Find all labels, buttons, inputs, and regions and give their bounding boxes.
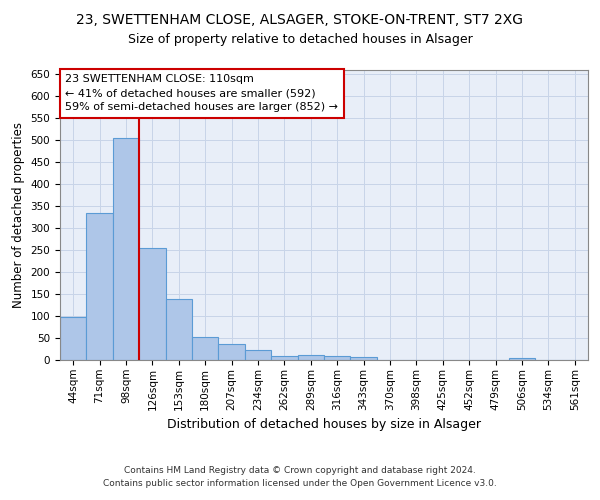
Bar bbox=[350, 357, 377, 360]
Bar bbox=[245, 350, 271, 360]
Bar bbox=[324, 356, 350, 360]
Bar bbox=[86, 213, 113, 360]
Bar bbox=[139, 248, 166, 360]
Text: 23 SWETTENHAM CLOSE: 110sqm
← 41% of detached houses are smaller (592)
59% of se: 23 SWETTENHAM CLOSE: 110sqm ← 41% of det… bbox=[65, 74, 338, 112]
X-axis label: Distribution of detached houses by size in Alsager: Distribution of detached houses by size … bbox=[167, 418, 481, 431]
Bar bbox=[218, 344, 245, 360]
Text: Size of property relative to detached houses in Alsager: Size of property relative to detached ho… bbox=[128, 32, 472, 46]
Text: Contains HM Land Registry data © Crown copyright and database right 2024.
Contai: Contains HM Land Registry data © Crown c… bbox=[103, 466, 497, 487]
Bar bbox=[192, 336, 218, 360]
Bar bbox=[166, 300, 192, 360]
Bar bbox=[60, 317, 86, 360]
Text: 23, SWETTENHAM CLOSE, ALSAGER, STOKE-ON-TRENT, ST7 2XG: 23, SWETTENHAM CLOSE, ALSAGER, STOKE-ON-… bbox=[77, 12, 523, 26]
Bar bbox=[509, 358, 535, 360]
Y-axis label: Number of detached properties: Number of detached properties bbox=[12, 122, 25, 308]
Bar bbox=[113, 138, 139, 360]
Bar bbox=[298, 355, 324, 360]
Bar bbox=[271, 356, 298, 360]
